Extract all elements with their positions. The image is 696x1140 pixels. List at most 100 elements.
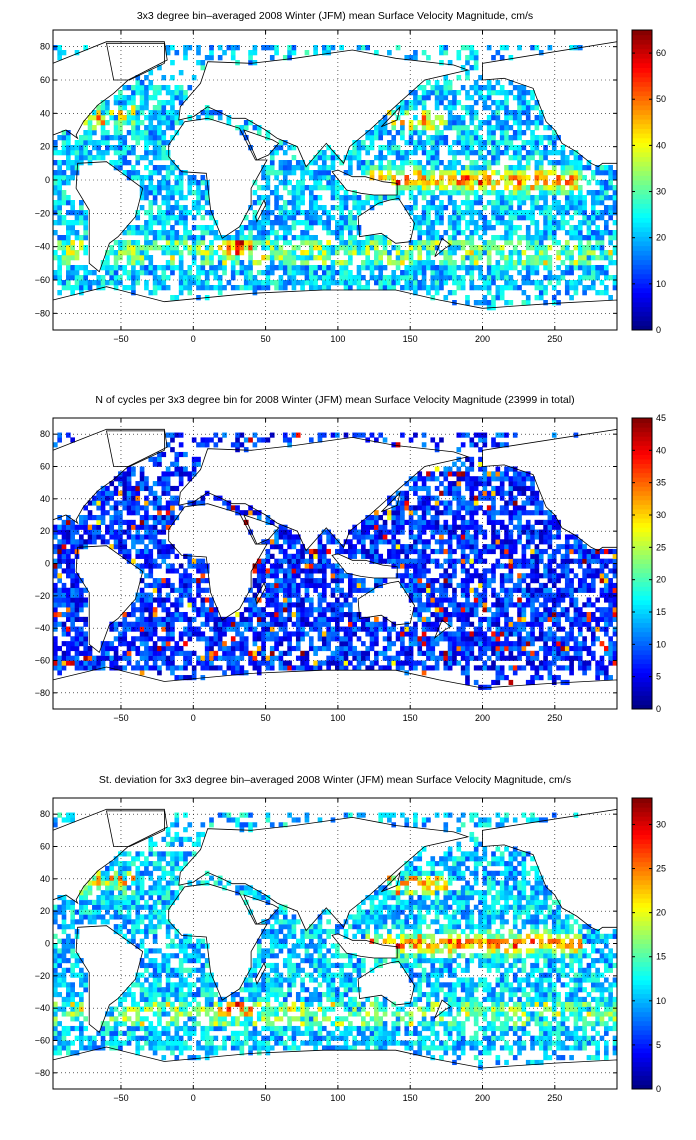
heat-cell: [300, 578, 305, 584]
heat-cell: [144, 195, 149, 201]
colorbar-segment: [632, 292, 652, 298]
heat-cell: [57, 185, 62, 191]
heat-cell: [96, 155, 102, 161]
heat-cell: [113, 145, 119, 151]
heat-cell: [499, 250, 505, 256]
heat-cell: [183, 205, 188, 211]
heat-cell: [152, 607, 158, 613]
heat-cell: [209, 260, 214, 266]
heat-cell: [369, 135, 375, 141]
heat-cell: [603, 587, 609, 593]
heat-cell: [122, 616, 128, 622]
heat-cell: [452, 95, 457, 101]
heat-cell: [430, 250, 436, 256]
heat-cell: [170, 170, 175, 176]
heat-cell: [543, 265, 548, 271]
heat-cell: [352, 275, 357, 281]
heat-cell: [426, 568, 431, 574]
heat-cell: [282, 230, 288, 236]
heat-cell: [131, 636, 136, 642]
coastline: [106, 42, 165, 81]
heat-cell: [131, 612, 136, 618]
heat-cell: [295, 165, 301, 171]
heat-cell: [443, 568, 449, 574]
heat-cell: [361, 587, 366, 593]
heat-cell: [183, 55, 188, 61]
heat-cell: [543, 200, 548, 206]
heat-cell: [560, 275, 566, 281]
heat-cell: [361, 240, 366, 246]
heat-cell: [547, 568, 553, 574]
heat-cell: [148, 125, 154, 131]
heat-cell: [165, 582, 171, 589]
heat-cell: [295, 200, 301, 206]
heat-cell: [413, 180, 418, 186]
heat-cell: [504, 616, 509, 622]
heat-cell: [321, 578, 327, 584]
heat-cell: [261, 165, 266, 171]
heat-cell: [261, 220, 266, 226]
heat-cell: [300, 650, 305, 656]
heat-cell: [434, 95, 440, 101]
heat-cell: [339, 592, 344, 598]
heat-cell: [460, 45, 466, 51]
heat-cell: [504, 587, 509, 593]
heat-cell: [499, 275, 505, 281]
heat-cell: [434, 150, 440, 156]
heat-cell: [165, 592, 171, 598]
heat-cell: [152, 275, 158, 281]
heat-cell: [452, 105, 457, 111]
heat-cell: [239, 285, 245, 291]
heat-cell: [352, 650, 357, 656]
heat-cell: [456, 225, 462, 231]
heat-cell: [200, 190, 206, 196]
heat-cell: [178, 185, 184, 191]
heat-cell: [256, 631, 262, 637]
heat-cell: [595, 636, 600, 642]
heat-cell: [317, 255, 323, 261]
heat-cell: [599, 578, 605, 584]
heat-cell: [547, 45, 553, 51]
colorbar-segment: [632, 259, 652, 265]
heat-cell: [100, 275, 106, 281]
heat-cell: [499, 285, 505, 291]
heat-cell: [473, 626, 479, 632]
heat-cell: [413, 140, 418, 146]
heat-cell: [417, 573, 423, 579]
colorbar-segment: [632, 194, 652, 200]
heat-cell: [469, 255, 475, 261]
heat-cell: [109, 145, 115, 151]
heat-cell: [131, 100, 136, 106]
heat-cell: [118, 165, 123, 171]
heat-cell: [469, 45, 475, 51]
heat-cell: [482, 645, 488, 652]
heat-cell: [83, 250, 89, 256]
heat-cell: [213, 250, 219, 256]
heat-cell: [105, 150, 110, 156]
heat-cell: [413, 225, 418, 231]
heat-cell: [213, 665, 219, 671]
heat-cell: [352, 665, 357, 671]
heat-cell: [556, 612, 561, 618]
heat-cell: [599, 280, 605, 286]
heat-cell: [374, 135, 379, 141]
heat-cell: [543, 655, 548, 661]
heat-cell: [460, 175, 466, 181]
heat-cell: [126, 641, 132, 647]
heat-cell: [434, 612, 440, 618]
heat-cell: [196, 265, 201, 271]
heat-cell: [291, 200, 297, 206]
heat-cell: [382, 265, 388, 271]
heat-cell: [391, 641, 397, 647]
heat-cell: [57, 670, 62, 676]
heat-cell: [590, 573, 596, 579]
heat-cell: [586, 587, 592, 593]
heat-cell: [174, 240, 180, 246]
heat-cell: [499, 655, 505, 661]
heat-cell: [573, 245, 579, 251]
heat-cell: [70, 160, 75, 166]
colorbar-segment: [632, 165, 652, 172]
heat-cell: [569, 631, 574, 637]
heat-cell: [204, 645, 210, 652]
heat-cell: [222, 265, 227, 271]
